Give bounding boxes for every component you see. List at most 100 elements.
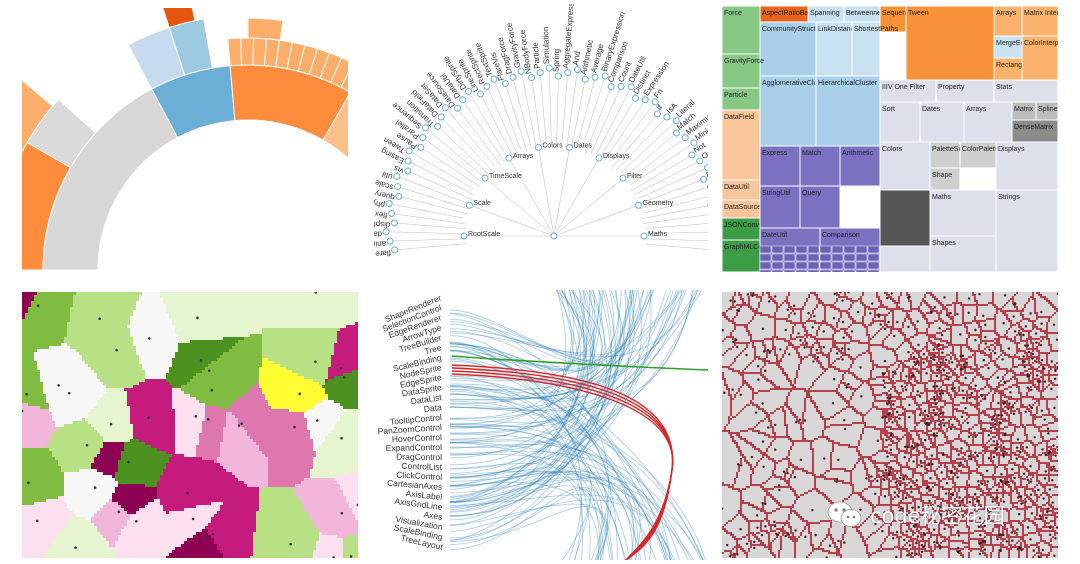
voronoi-edge [952, 322, 954, 324]
voronoi-edge [960, 304, 962, 306]
voronoi-cell-strip [316, 403, 340, 406]
voronoi-edge [986, 364, 988, 366]
voronoi-edge [848, 334, 850, 336]
voronoi-edge [730, 368, 732, 370]
voronoi-cell-strip [343, 547, 358, 550]
voronoi-edge [1008, 406, 1010, 408]
voronoi-cell-strip [196, 451, 220, 454]
voronoi-edge [760, 312, 762, 314]
voronoi-edge [974, 368, 976, 370]
tree-link [556, 76, 559, 149]
voronoi-edge [1042, 374, 1044, 376]
voronoi-cell-strip [166, 547, 175, 550]
voronoi-edge [944, 384, 946, 386]
voronoi-edge [1030, 382, 1032, 384]
voronoi-edge [942, 390, 944, 392]
voronoi-edge [912, 368, 914, 370]
voronoi-cell-strip [340, 415, 358, 418]
voronoi-edge [868, 346, 870, 348]
voronoi-edge [926, 414, 928, 416]
voronoi-edge [742, 378, 744, 380]
voronoi-edge [1050, 316, 1052, 318]
voronoi-edge [964, 370, 966, 372]
voronoi-site [289, 542, 292, 546]
voronoi-edge [984, 364, 986, 366]
voronoi-edge [920, 366, 922, 368]
voronoi-cell-strip [139, 358, 172, 361]
voronoi-cell-strip [142, 292, 160, 295]
voronoi-edge [1040, 336, 1042, 338]
tree-leaf-node [581, 75, 589, 83]
voronoi-cell-strip [211, 517, 256, 520]
voronoi-edge [1022, 396, 1024, 398]
voronoi-edge [936, 338, 938, 340]
voronoi-edge [830, 304, 832, 306]
voronoi-edge [860, 384, 862, 386]
voronoi-edge [1012, 360, 1014, 362]
voronoi-edge [1010, 320, 1012, 322]
treemap-label: Arrays [966, 106, 987, 113]
voronoi-edge [958, 344, 960, 346]
voronoi-edge [774, 434, 776, 436]
voronoi-edge [784, 388, 786, 390]
voronoi-edge [754, 310, 756, 312]
voronoi-edge [764, 358, 766, 360]
bundle-edge [449, 393, 706, 560]
voronoi-edge [818, 326, 820, 328]
tree-link [394, 243, 467, 251]
voronoi-edge [962, 308, 964, 310]
voronoi-edge [988, 362, 990, 364]
voronoi-edge [994, 372, 996, 374]
voronoi-cell-strip [76, 376, 97, 379]
voronoi-edge [910, 306, 912, 308]
voronoi-edge [926, 320, 928, 322]
voronoi-edge [1046, 360, 1048, 362]
voronoi-edge [786, 436, 788, 438]
voronoi-cell-strip [166, 511, 169, 514]
voronoi-edge [996, 310, 998, 312]
voronoi-edge [760, 374, 762, 376]
voronoi-edge [1034, 360, 1036, 362]
voronoi-edge [878, 306, 880, 308]
voronoi-cell-strip [211, 361, 262, 364]
treemap-small-cell [831, 245, 844, 254]
voronoi-cell-strip [163, 508, 184, 511]
voronoi-edge [1032, 324, 1034, 326]
voronoi-site [147, 416, 150, 419]
bundle-edge [449, 290, 612, 487]
voronoi-edge [882, 346, 884, 348]
voronoi-edge [808, 388, 810, 390]
voronoi-cell-strip [337, 340, 358, 343]
voronoi-edge [914, 380, 916, 382]
voronoi-edge [906, 382, 908, 384]
voronoi-edge [802, 324, 804, 326]
voronoi-cell-strip [136, 511, 166, 514]
voronoi-edge [1000, 390, 1002, 392]
voronoi-edge [992, 340, 994, 342]
voronoi-edge [972, 378, 974, 380]
voronoi-edge [966, 412, 968, 414]
voronoi-cell-strip [316, 541, 343, 544]
voronoi-edge [880, 366, 882, 368]
voronoi-edge [894, 420, 896, 422]
voronoi-edge [986, 318, 988, 320]
voronoi-edge [942, 414, 944, 416]
voronoi-edge [914, 384, 916, 386]
voronoi-edge [900, 360, 902, 362]
treemap-label: MergeEdge [996, 40, 1032, 47]
voronoi-edge [972, 320, 974, 322]
voronoi-edge [1040, 340, 1042, 342]
voronoi-edge [994, 410, 996, 412]
bundle-edge [449, 290, 619, 362]
voronoi-cell-strip [22, 478, 64, 481]
voronoi-edge [954, 418, 956, 420]
voronoi-edge [840, 296, 842, 298]
voronoi-cell-strip [64, 496, 112, 499]
voronoi-cell-strip [94, 523, 127, 526]
voronoi-edge [870, 354, 872, 356]
voronoi-edge [958, 386, 960, 388]
voronoi-edge [962, 312, 964, 314]
voronoi-edge [964, 360, 966, 362]
voronoi-cell-strip [22, 538, 55, 541]
voronoi-edge [738, 294, 740, 296]
